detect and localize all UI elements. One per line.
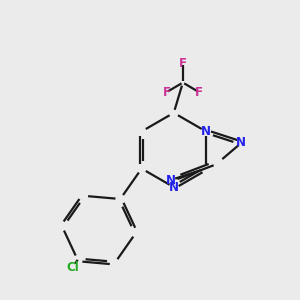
Text: F: F	[179, 57, 187, 70]
Text: N: N	[169, 181, 179, 194]
Text: N: N	[166, 174, 176, 187]
Text: N: N	[201, 125, 211, 138]
Text: Cl: Cl	[66, 261, 79, 274]
Text: N: N	[236, 136, 246, 149]
Text: F: F	[195, 86, 203, 99]
Text: F: F	[162, 86, 170, 99]
